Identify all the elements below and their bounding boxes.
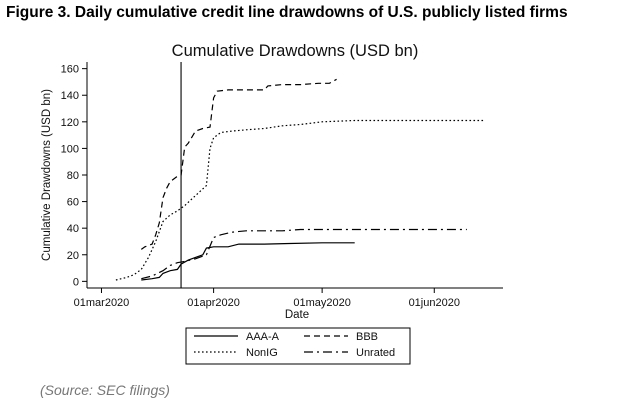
chart: Cumulative Drawdowns (USD bn) 0 20 40 60 80 1… — [41, 42, 503, 365]
y-tick-label: 0 — [73, 276, 79, 288]
y-tick-label: 160 — [61, 64, 79, 76]
y-tick-label: 100 — [61, 143, 79, 155]
chart-title: Cumulative Drawdowns (USD bn) — [172, 42, 419, 60]
legend-label: Unrated — [356, 347, 395, 359]
legend-box — [185, 327, 411, 365]
x-tick-label: 01may2020 — [293, 297, 351, 309]
x-axis-label: Date — [285, 309, 309, 321]
y-tick-label: 60 — [67, 197, 79, 209]
x-tick-label: 01mar2020 — [74, 297, 130, 309]
y-tick-label: 120 — [61, 117, 79, 129]
legend-label: NonIG — [246, 347, 278, 359]
legend-label: AAA-A — [246, 331, 280, 343]
series-line-unrated — [141, 228, 467, 280]
series-line-nonig — [115, 119, 485, 281]
legend-label: BBB — [356, 331, 378, 343]
x-tick-label: 01apr2020 — [187, 297, 240, 309]
y-axis-label: Cumulative Drawdowns (USD bn) — [41, 89, 53, 261]
figure-caption: Figure 3. Daily cumulative credit line d… — [6, 4, 568, 21]
y-tick-label: 80 — [67, 170, 79, 182]
series-line-bbb — [140, 78, 337, 250]
source-note: (Source: SEC filings) — [40, 382, 170, 398]
series-line-aaa-a — [141, 242, 355, 281]
y-tick-label: 20 — [67, 250, 79, 262]
y-tick-label: 40 — [67, 223, 79, 235]
x-tick-label: 01jun2020 — [409, 297, 460, 309]
y-tick-label: 140 — [61, 90, 79, 102]
